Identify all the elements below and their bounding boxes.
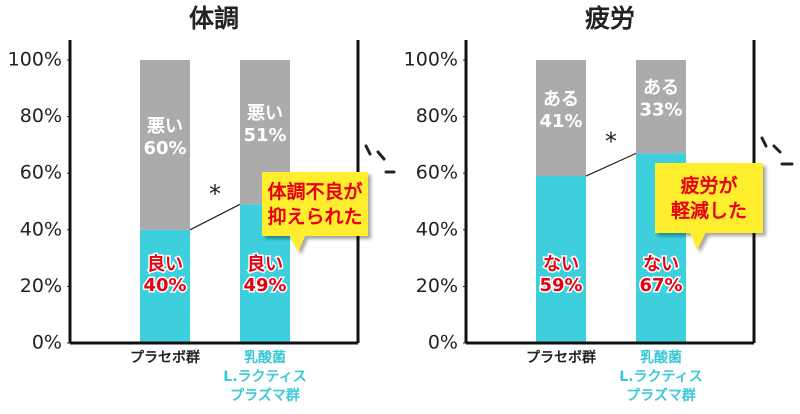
connector	[585, 152, 637, 177]
bar-value-label: 40%	[143, 275, 186, 296]
bar-label-name: 悪い	[247, 103, 283, 124]
y-tick-label: 80%	[20, 105, 62, 127]
callout	[655, 163, 763, 250]
connector	[189, 203, 241, 231]
y-tick-label: 40%	[20, 218, 62, 240]
callout-tail	[290, 236, 305, 252]
y-tick-label: 60%	[416, 162, 458, 184]
y-tick-label: 100%	[404, 49, 458, 71]
bar	[140, 60, 190, 230]
bar-label-name: 良い	[247, 253, 283, 275]
significance-mark: *	[605, 128, 617, 156]
bar-value-label: 51%	[243, 125, 286, 146]
y-tick-label: 0%	[32, 332, 62, 354]
decoration	[364, 136, 794, 174]
bar	[536, 60, 586, 177]
bar-label-name: ない	[643, 254, 679, 275]
bar-label-name: 良い	[147, 253, 183, 275]
bar	[636, 60, 686, 154]
x-tick-label: プラセボ群	[130, 349, 200, 366]
y-tick-label: 40%	[416, 218, 458, 240]
chart-title: 疲労	[585, 4, 635, 33]
y-tick-label: 20%	[20, 275, 62, 297]
bar-label-name: 悪い	[147, 116, 183, 137]
x-tick-label: プラセボ群	[526, 349, 596, 366]
callout-text: 体調不良が抑えられた	[267, 180, 362, 228]
y-tick-label: 0%	[428, 332, 458, 354]
chart-title: 体調	[189, 4, 239, 33]
bar-value-label: 59%	[539, 275, 582, 296]
bar-value-label: 41%	[539, 111, 582, 132]
callout-text: 疲労が軽減した	[671, 174, 747, 222]
bar-label-name: ある	[643, 78, 679, 99]
callout	[262, 172, 368, 252]
bar-value-label: 67%	[639, 275, 682, 296]
y-tick-label: 80%	[416, 105, 458, 127]
x-tick-label: 乳酸菌 L.ラクティスプラズマ群	[619, 349, 702, 404]
bar-value-label: 49%	[243, 275, 286, 296]
bar-value-label: 33%	[639, 100, 682, 121]
bar-label-name: ない	[543, 254, 579, 275]
y-tick-label: 100%	[8, 49, 62, 71]
significance-mark: *	[209, 180, 221, 208]
bar	[140, 229, 190, 343]
bar-value-label: 60%	[143, 138, 186, 159]
bar-label-name: ある	[543, 89, 579, 110]
callout-box	[262, 172, 368, 236]
callout-tail	[690, 232, 706, 250]
x-tick-label: 乳酸菌 L.ラクティスプラズマ群	[223, 349, 306, 404]
y-tick-label: 20%	[416, 275, 458, 297]
callout-box	[655, 163, 763, 233]
y-tick-label: 60%	[20, 162, 62, 184]
bar	[536, 176, 586, 343]
